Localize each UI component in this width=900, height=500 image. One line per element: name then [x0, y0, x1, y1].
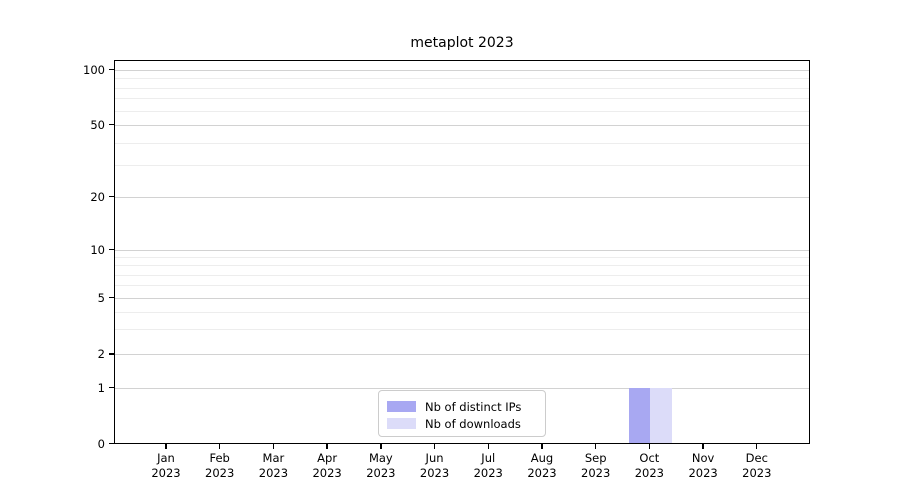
gridline-minor	[115, 265, 809, 267]
y-tick-label: 20	[90, 190, 105, 204]
x-tick-label: Feb 2023	[205, 451, 235, 480]
gridline-minor	[115, 87, 809, 89]
y-tick-mark	[109, 249, 114, 251]
y-tick-label: 2	[97, 347, 105, 362]
x-tick-label: May 2023	[366, 451, 396, 480]
y-tick-mark	[109, 68, 114, 71]
y-tick-mark	[109, 443, 114, 445]
bar-downloads	[650, 388, 672, 443]
x-tick-label: Nov 2023	[688, 451, 718, 480]
legend: Nb of distinct IPs Nb of downloads	[378, 390, 546, 437]
bar-distinct-ips	[628, 388, 651, 443]
x-tick-mark	[648, 444, 651, 449]
gridline-minor	[115, 274, 809, 276]
x-tick-label: Mar 2023	[258, 451, 289, 480]
x-tick-mark	[380, 444, 382, 449]
gridline-major	[115, 388, 809, 389]
x-tick-label: Jun 2023	[419, 451, 450, 480]
x-tick-mark	[219, 444, 221, 449]
x-tick-mark	[487, 444, 489, 449]
gridline-major	[115, 250, 809, 251]
y-tick-mark	[109, 297, 114, 299]
y-tick-label: 0	[97, 437, 105, 451]
y-tick-label: 50	[90, 118, 105, 132]
gridline-minor	[115, 257, 809, 259]
x-tick-mark	[165, 444, 167, 449]
x-tick-mark	[326, 444, 328, 449]
y-tick-mark	[109, 353, 114, 355]
x-tick-mark	[594, 444, 597, 449]
gridline-minor	[115, 285, 809, 287]
x-tick-label: Jul 2023	[473, 451, 503, 480]
y-tick-mark	[109, 387, 114, 389]
y-tick-label: 5	[97, 291, 105, 305]
gridline-minor	[115, 78, 809, 80]
x-tick-label: Aug 2023	[527, 451, 557, 480]
x-tick-mark	[702, 444, 704, 449]
legend-swatch-downloads	[387, 418, 416, 429]
gridline-minor	[115, 165, 809, 167]
chart-title: metaplot 2023	[410, 35, 514, 51]
x-tick-label: Oct 2023	[634, 451, 665, 480]
gridline-minor	[115, 110, 809, 112]
gridline-minor	[115, 311, 809, 313]
x-tick-label: Sep 2023	[581, 451, 611, 480]
y-tick-mark	[109, 124, 114, 126]
y-tick-mark	[109, 196, 114, 198]
x-tick-label: Dec 2023	[742, 451, 772, 480]
x-tick-mark	[541, 444, 543, 449]
gridline-major	[115, 354, 809, 356]
gridline-minor	[115, 98, 809, 100]
gridline-major	[115, 125, 809, 126]
x-tick-label: Jan 2023	[151, 451, 181, 480]
y-tick-label: 1	[97, 381, 105, 395]
legend-swatch-distinct-ips	[387, 401, 416, 412]
y-tick-label: 10	[90, 243, 105, 257]
legend-label-distinct-ips: Nb of distinct IPs	[425, 399, 522, 414]
x-tick-mark	[272, 444, 275, 449]
gridline-major	[115, 69, 809, 71]
gridline-minor	[115, 329, 809, 331]
legend-label-downloads: Nb of downloads	[425, 416, 521, 431]
plot-area: Nb of distinct IPs Nb of downloads	[114, 60, 810, 444]
gridline-minor	[115, 142, 809, 144]
x-tick-mark	[433, 444, 436, 449]
gridline-major	[115, 197, 809, 198]
legend-item-distinct-ips: Nb of distinct IPs	[387, 398, 537, 415]
legend-item-downloads: Nb of downloads	[387, 415, 537, 432]
x-tick-mark	[756, 444, 758, 449]
x-tick-label: Apr 2023	[312, 451, 342, 480]
y-tick-label: 100	[83, 62, 105, 77]
gridline-major	[115, 298, 809, 299]
